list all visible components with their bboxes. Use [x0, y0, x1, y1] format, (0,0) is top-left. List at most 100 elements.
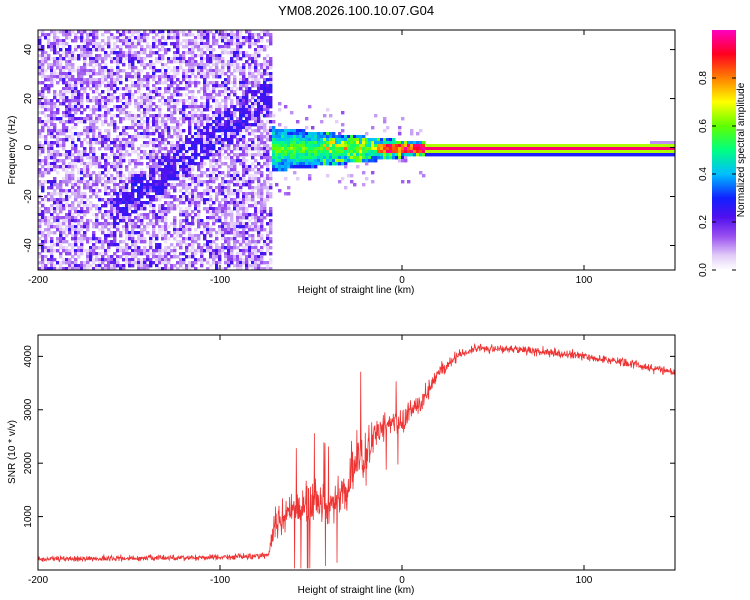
heatmap-cell: [230, 141, 234, 145]
heatmap-cell: [74, 48, 78, 52]
heatmap-cell: [284, 153, 288, 157]
heatmap-cell: [278, 162, 282, 166]
heatmap-cell: [353, 150, 357, 154]
heatmap-cell: [140, 183, 144, 187]
heatmap-cell: [158, 168, 162, 172]
heatmap-cell: [212, 111, 216, 115]
heatmap-cell: [218, 111, 222, 115]
heatmap-cell: [44, 240, 48, 244]
heatmap-cell: [251, 255, 255, 259]
heatmap-cell: [257, 162, 261, 166]
heatmap-cell: [62, 138, 66, 142]
heatmap-cell: [164, 234, 168, 238]
heatmap-cell: [476, 147, 480, 151]
heatmap-cell: [296, 132, 300, 136]
heatmap-cell: [113, 114, 117, 118]
heatmap-cell: [116, 126, 120, 130]
heatmap-cell: [152, 144, 156, 148]
heatmap-cell: [248, 249, 252, 253]
heatmap-cell: [221, 234, 225, 238]
heatmap-cell: [149, 126, 153, 130]
heatmap-cell: [95, 120, 99, 124]
heatmap-cell: [152, 216, 156, 220]
heatmap-cell: [47, 87, 51, 91]
heatmap-cell: [65, 84, 69, 88]
heatmap-cell: [194, 144, 198, 148]
heatmap-cell: [254, 60, 258, 64]
heatmap-cell: [47, 78, 51, 82]
heatmap-cell: [260, 204, 264, 208]
heatmap-cell: [122, 213, 126, 217]
heatmap-cell: [302, 132, 306, 136]
heatmap-cell: [128, 42, 132, 46]
heatmap-cell: [146, 264, 150, 268]
heatmap-cell: [119, 150, 123, 154]
heatmap-cell: [419, 141, 423, 145]
heatmap-cell: [68, 222, 72, 226]
heatmap-cell: [128, 126, 132, 130]
heatmap-cell: [125, 249, 129, 253]
heatmap-cell: [125, 78, 129, 82]
heatmap-cell: [527, 147, 531, 151]
heatmap-cell: [131, 240, 135, 244]
heatmap-cell: [68, 60, 72, 64]
heatmap-cell: [44, 84, 48, 88]
heatmap-cell: [245, 222, 249, 226]
heatmap-cell: [221, 39, 225, 43]
heatmap-cell: [173, 195, 177, 199]
heatmap-cell: [263, 162, 267, 166]
heatmap-cell: [110, 204, 114, 208]
heatmap-cell: [230, 231, 234, 235]
heatmap-cell: [563, 144, 567, 148]
heatmap-cell: [200, 252, 204, 256]
heatmap-cell: [92, 267, 96, 270]
heatmap-cell: [101, 216, 105, 220]
heatmap-cell: [329, 147, 333, 151]
heatmap-cell: [98, 237, 102, 241]
heatmap-cell: [122, 129, 126, 133]
heatmap-cell: [371, 150, 375, 154]
heatmap-cell: [77, 156, 81, 160]
heatmap-cell: [164, 51, 168, 55]
heatmap-cell: [80, 93, 84, 97]
heatmap-cell: [182, 258, 186, 262]
heatmap-cell: [53, 159, 57, 163]
heatmap-cell: [209, 105, 213, 109]
heatmap-cell: [50, 72, 54, 76]
heatmap-cell: [74, 228, 78, 232]
heatmap-cell: [74, 39, 78, 43]
heatmap-cell: [320, 147, 324, 151]
heatmap-cell: [98, 138, 102, 142]
heatmap-cell: [176, 57, 180, 61]
heatmap-cell: [167, 258, 171, 262]
heatmap-cell: [272, 162, 276, 166]
heatmap-cell: [320, 162, 324, 166]
heatmap-cell: [272, 156, 276, 160]
heatmap-cell: [176, 72, 180, 76]
heatmap-cell: [116, 201, 120, 205]
heatmap-cell: [257, 192, 261, 196]
heatmap-cell: [200, 117, 204, 121]
heatmap-cell: [143, 135, 147, 139]
heatmap-cell: [203, 45, 207, 49]
heatmap-cell: [92, 180, 96, 184]
heatmap-cell: [38, 246, 42, 250]
heatmap-cell: [56, 63, 60, 67]
heatmap-cell: [254, 54, 258, 58]
heatmap-cell: [128, 72, 132, 76]
heatmap-cell: [254, 117, 258, 121]
heatmap-cell: [152, 147, 156, 151]
heatmap-cell: [116, 75, 120, 79]
heatmap-cell: [122, 54, 126, 58]
heatmap-cell: [68, 180, 72, 184]
heatmap-cell: [539, 147, 543, 151]
heatmap-cell: [59, 180, 63, 184]
heatmap-cell: [191, 81, 195, 85]
heatmap-cell: [71, 93, 75, 97]
heatmap-cell: [209, 138, 213, 142]
heatmap-cell: [59, 63, 63, 67]
heatmap-cell: [140, 180, 144, 184]
heatmap-cell: [176, 255, 180, 259]
heatmap-cell: [203, 108, 207, 112]
heatmap-cell: [269, 75, 273, 79]
